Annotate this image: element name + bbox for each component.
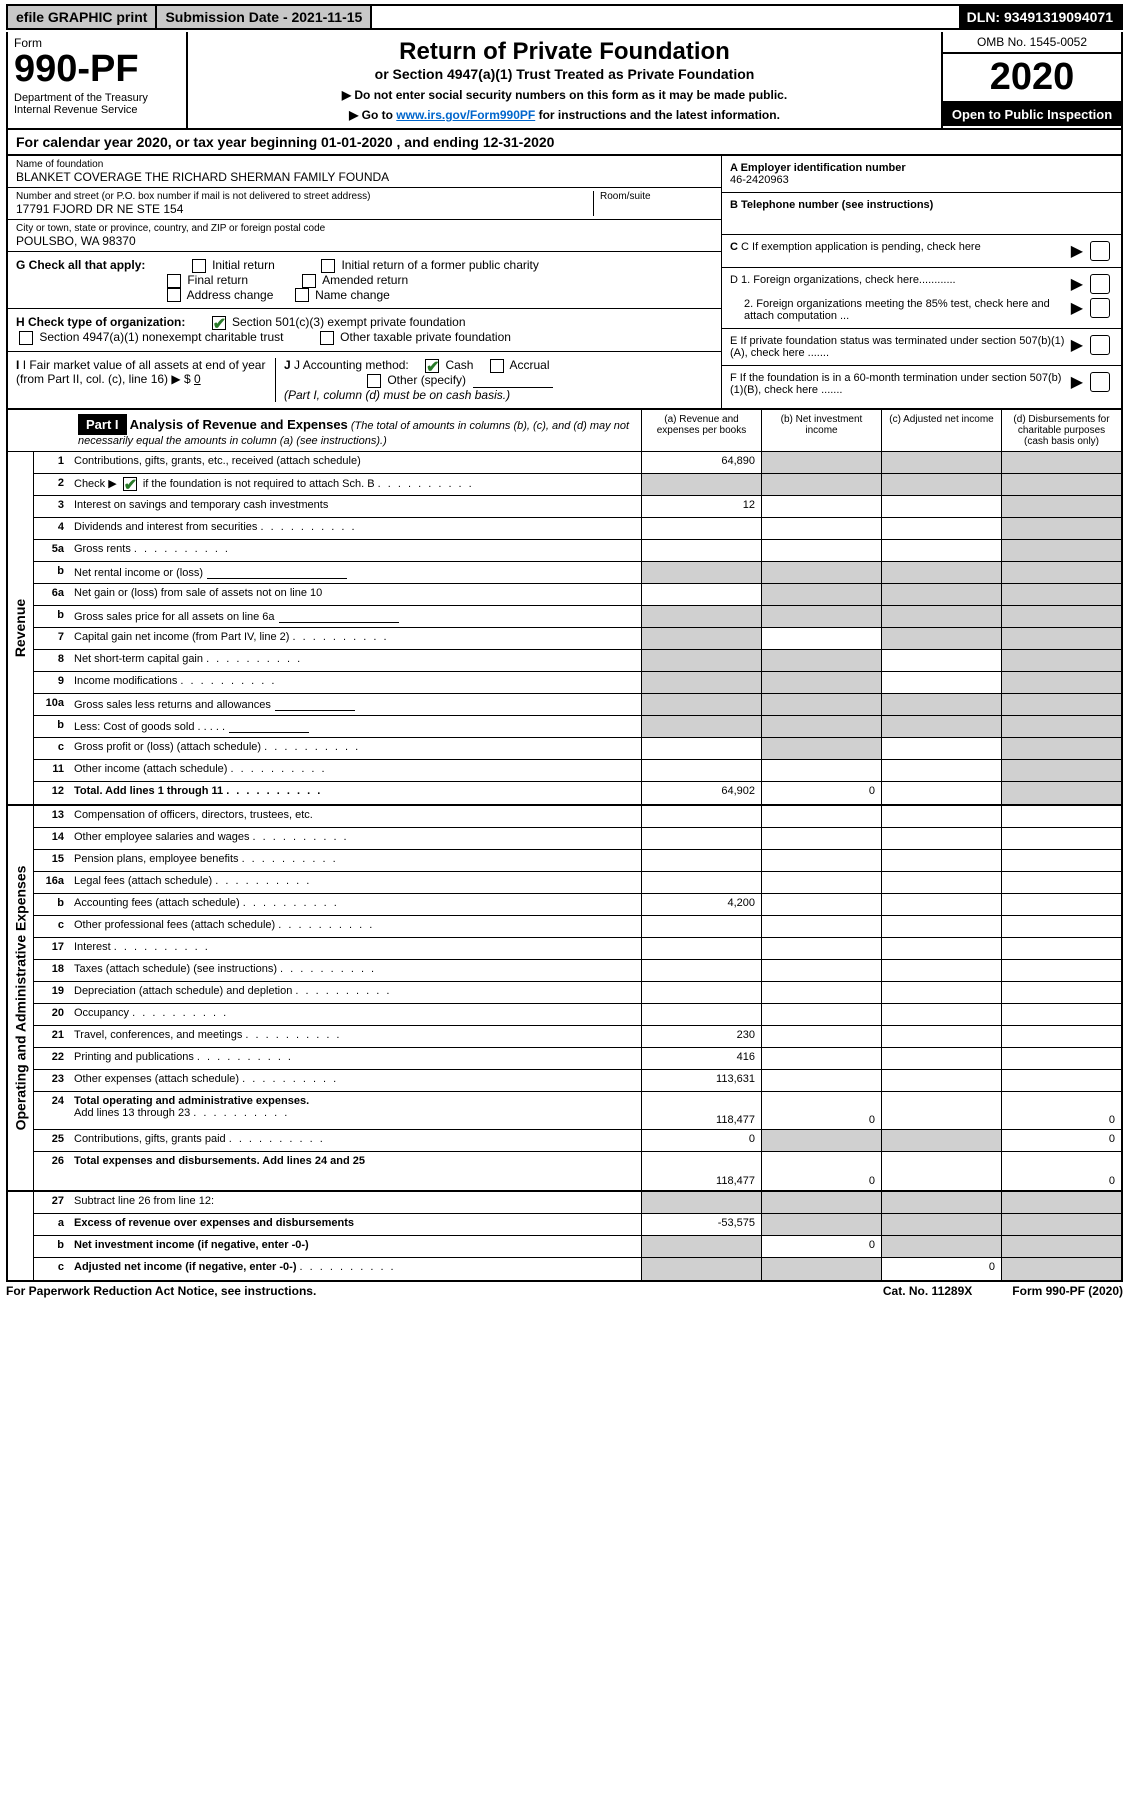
- form-header: Form 990-PF Department of the Treasury I…: [6, 32, 1123, 130]
- form-ref: Form 990-PF (2020): [1012, 1284, 1123, 1298]
- col-a: (a) Revenue and expenses per books: [641, 410, 761, 451]
- dept: Department of the Treasury: [14, 92, 180, 104]
- page-footer: For Paperwork Reduction Act Notice, see …: [6, 1284, 1123, 1298]
- omb: OMB No. 1545-0052: [943, 32, 1121, 54]
- chk-cash[interactable]: [425, 359, 439, 373]
- part1-header: Part I Analysis of Revenue and Expenses …: [6, 408, 1123, 452]
- expenses-label: Operating and Administrative Expenses: [13, 865, 29, 1130]
- revenue-label: Revenue: [13, 599, 29, 657]
- form-subtitle: or Section 4947(a)(1) Trust Treated as P…: [194, 66, 935, 82]
- chk-initial[interactable]: [192, 259, 206, 273]
- chk-accrual[interactable]: [490, 359, 504, 373]
- irs: Internal Revenue Service: [14, 104, 180, 116]
- street-address: 17791 FJORD DR NE STE 154: [16, 202, 593, 216]
- col-c: (c) Adjusted net income: [881, 410, 1001, 451]
- chk-4947[interactable]: [19, 331, 33, 345]
- chk-c[interactable]: [1090, 241, 1110, 261]
- summary-section: 27Subtract line 26 from line 12: aExcess…: [6, 1192, 1123, 1282]
- room-label: Room/suite: [600, 191, 713, 202]
- fmv-value: 0: [194, 372, 201, 386]
- ein-value: 46-2420963: [730, 174, 789, 186]
- col-d: (d) Disbursements for charitable purpose…: [1001, 410, 1121, 451]
- irs-link[interactable]: www.irs.gov/Form990PF: [396, 108, 535, 122]
- submission-date: Submission Date - 2021-11-15: [157, 6, 372, 28]
- paperwork-notice: For Paperwork Reduction Act Notice, see …: [6, 1284, 316, 1298]
- efile-badge: efile GRAPHIC print: [8, 6, 157, 28]
- section-g: G Check all that apply: Initial return I…: [8, 252, 721, 309]
- form-title: Return of Private Foundation: [194, 38, 935, 66]
- city-label: City or town, state or province, country…: [16, 223, 713, 234]
- col-b: (b) Net investment income: [761, 410, 881, 451]
- form-note1: ▶ Do not enter social security numbers o…: [194, 88, 935, 102]
- calendar-year-row: For calendar year 2020, or tax year begi…: [6, 130, 1123, 156]
- dln: DLN: 93491319094071: [959, 6, 1121, 28]
- section-ij: I I Fair market value of all assets at e…: [8, 352, 721, 408]
- identification-block: Name of foundation BLANKET COVERAGE THE …: [6, 156, 1123, 408]
- tax-year: 2020: [943, 54, 1121, 103]
- section-h: H Check type of organization: Section 50…: [8, 309, 721, 352]
- city-state-zip: POULSBO, WA 98370: [16, 234, 713, 248]
- expenses-section: Operating and Administrative Expenses 13…: [6, 806, 1123, 1192]
- form-note2: ▶ Go to www.irs.gov/Form990PF for instru…: [194, 108, 935, 122]
- chk-501c3[interactable]: [212, 316, 226, 330]
- phone-label: B Telephone number (see instructions): [730, 199, 933, 211]
- chk-final[interactable]: [167, 274, 181, 288]
- inspection-badge: Open to Public Inspection: [943, 103, 1121, 126]
- addr-label: Number and street (or P.O. box number if…: [16, 191, 593, 202]
- cat-no: Cat. No. 11289X: [883, 1284, 972, 1298]
- part-badge: Part I: [78, 414, 127, 435]
- chk-other-taxable[interactable]: [320, 331, 334, 345]
- ein-label: A Employer identification number: [730, 162, 906, 174]
- chk-f[interactable]: [1090, 372, 1110, 392]
- foundation-name: BLANKET COVERAGE THE RICHARD SHERMAN FAM…: [16, 170, 713, 184]
- revenue-section: Revenue 1Contributions, gifts, grants, e…: [6, 452, 1123, 806]
- chk-amended[interactable]: [302, 274, 316, 288]
- chk-other-method[interactable]: [367, 374, 381, 388]
- chk-d2[interactable]: [1090, 298, 1110, 318]
- chk-addr-change[interactable]: [167, 288, 181, 302]
- chk-name-change[interactable]: [295, 288, 309, 302]
- chk-d1[interactable]: [1090, 274, 1110, 294]
- chk-e[interactable]: [1090, 335, 1110, 355]
- form-number: 990-PF: [14, 50, 180, 88]
- name-label: Name of foundation: [16, 159, 713, 170]
- top-bar: efile GRAPHIC print Submission Date - 20…: [6, 4, 1123, 30]
- chk-schb[interactable]: [123, 477, 137, 491]
- chk-initial-former[interactable]: [321, 259, 335, 273]
